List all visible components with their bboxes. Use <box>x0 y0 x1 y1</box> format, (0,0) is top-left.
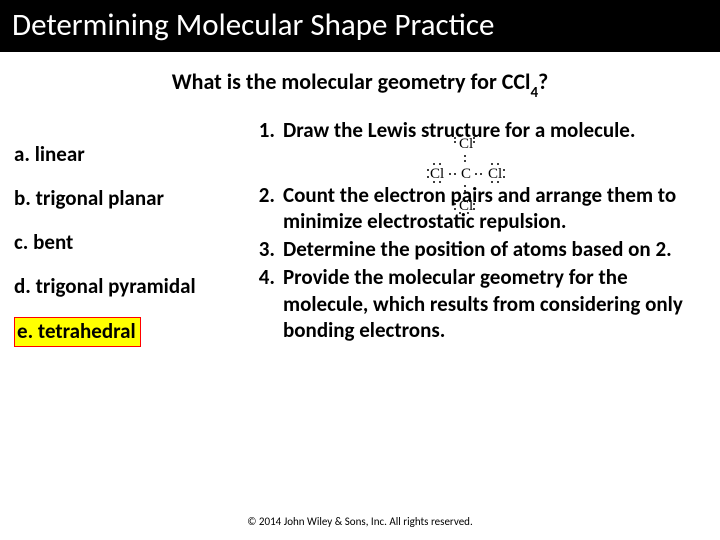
step-1-number: 1. <box>249 117 275 143</box>
question-subscript: 4 <box>530 84 538 102</box>
option-a: a. linear <box>14 141 249 167</box>
step-4: 4. Provide the molecular geometry for th… <box>249 264 706 343</box>
question-post: ? <box>538 68 548 95</box>
svg-text:Cl: Cl <box>459 136 473 152</box>
option-e: e. tetrahedral <box>14 317 249 347</box>
svg-text:Cl: Cl <box>430 166 444 182</box>
step-4-text: Provide the molecular geometry for the m… <box>283 264 706 343</box>
svg-text:C: C <box>461 166 471 182</box>
option-b: b. trigonal planar <box>14 185 249 211</box>
svg-text:Cl: Cl <box>488 166 502 182</box>
step-3: 3. Determine the position of atoms based… <box>249 236 706 262</box>
content-area: a. linear b. trigonal planar c. bent d. … <box>0 117 720 365</box>
slide-title: Determining Molecular Shape Practice <box>0 0 720 52</box>
lewis-structure-diagram: C Cl Cl Cl Cl <box>420 134 510 214</box>
highlighted-answer: e. tetrahedral <box>14 317 141 347</box>
step-3-number: 3. <box>249 236 275 262</box>
lewis-svg: C Cl Cl Cl Cl <box>420 134 510 214</box>
step-4-number: 4. <box>249 264 275 343</box>
step-3-text: Determine the position of atoms based on… <box>283 236 706 262</box>
option-c: c. bent <box>14 229 249 255</box>
svg-text:Cl: Cl <box>459 198 473 214</box>
copyright-text: © 2014 John Wiley & Sons, Inc. All right… <box>0 515 720 528</box>
option-d: d. trigonal pyramidal <box>14 273 249 299</box>
question-text: What is the molecular geometry for CCl4? <box>0 68 720 99</box>
step-2-number: 2. <box>249 182 275 235</box>
options-column: a. linear b. trigonal planar c. bent d. … <box>14 117 249 365</box>
question-pre: What is the molecular geometry for CCl <box>172 68 531 95</box>
